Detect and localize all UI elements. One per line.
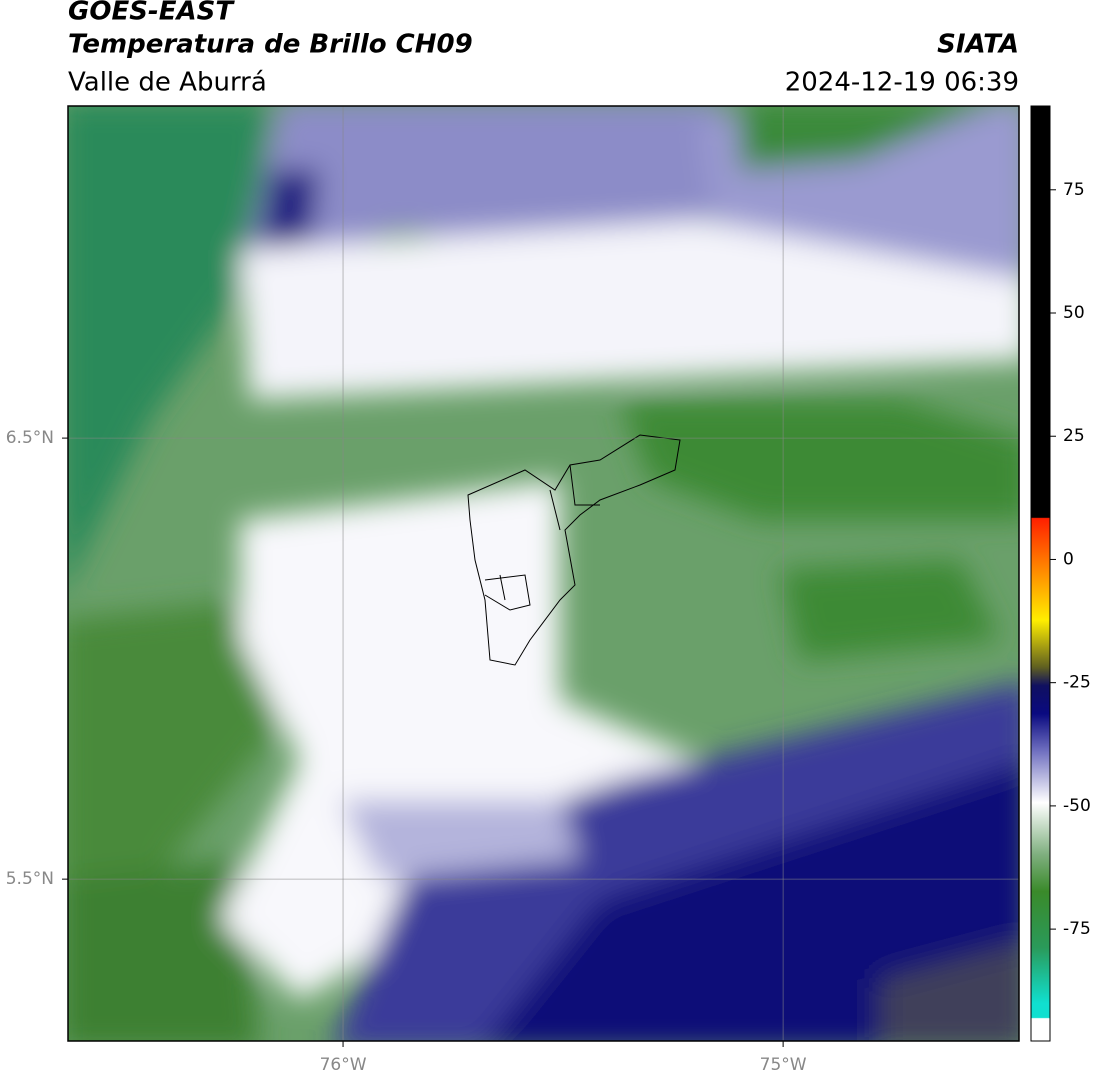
lat-tick-label: 6.5°N	[6, 428, 54, 448]
datetime: 2024-12-19 06:39	[785, 68, 1019, 98]
colorbar-tick-label: 75	[1063, 180, 1085, 200]
title: GOES-EAST	[68, 0, 235, 27]
colorbar-tick-label: 0	[1063, 549, 1074, 569]
map-frame	[67, 105, 1020, 1042]
colorbar-tick-label: -50	[1063, 796, 1091, 816]
lon-tick-label: 75°W	[760, 1055, 807, 1075]
region: Valle de Aburrá	[68, 68, 267, 98]
source: SIATA	[937, 30, 1019, 60]
colorbar-tick-label: 50	[1063, 303, 1085, 323]
colorbar-tick-label: -25	[1063, 673, 1091, 693]
lon-tick-label: 76°W	[320, 1055, 367, 1075]
colorbar	[1030, 105, 1051, 1042]
subtitle: Temperatura de Brillo CH09	[68, 30, 473, 60]
colorbar-tick-label: 25	[1063, 426, 1085, 446]
lat-tick-label: 5.5°N	[6, 869, 54, 889]
satellite-image	[68, 106, 1019, 1041]
colorbar-tick-label: -75	[1063, 919, 1091, 939]
boundary-outline	[467, 434, 681, 666]
